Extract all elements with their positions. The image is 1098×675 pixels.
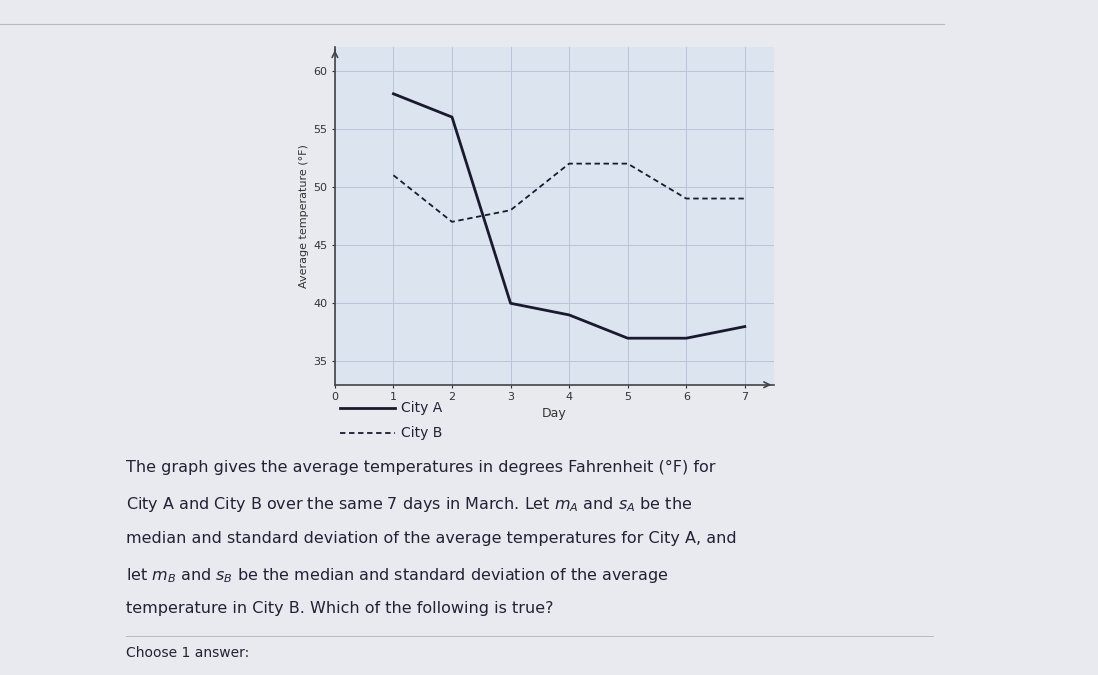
Text: median and standard deviation of the average temperatures for City A, and: median and standard deviation of the ave… [126,531,737,545]
Text: let $m_B$ and $s_B$ be the median and standard deviation of the average: let $m_B$ and $s_B$ be the median and st… [126,566,669,585]
Text: City A: City A [401,402,442,415]
Text: The graph gives the average temperatures in degrees Fahrenheit (°F) for: The graph gives the average temperatures… [126,460,716,475]
X-axis label: Day: Day [542,406,567,420]
Text: City B: City B [401,427,442,440]
Text: temperature in City B. Which of the following is true?: temperature in City B. Which of the foll… [126,601,553,616]
Text: Choose 1 answer:: Choose 1 answer: [126,646,249,660]
Text: City A and City B over the same 7 days in March. Let $m_A$ and $s_A$ be the: City A and City B over the same 7 days i… [126,495,693,514]
Y-axis label: Average temperature (°F): Average temperature (°F) [299,144,309,288]
